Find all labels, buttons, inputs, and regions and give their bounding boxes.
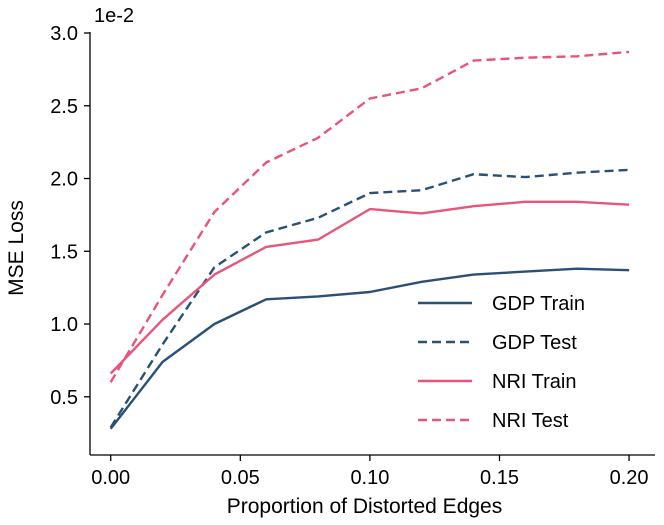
x-tick-label: 0.15	[480, 467, 519, 489]
axes	[89, 32, 655, 456]
series-nri-test	[109, 50, 630, 383]
y-tick-label: 3.0	[50, 23, 78, 45]
legend-label: NRI Test	[492, 410, 569, 432]
x-tick-label: 0.05	[221, 467, 260, 489]
legend: GDP Train GDP Test NRI Train NRI Test	[418, 293, 585, 432]
x-tick-label: 0.00	[91, 467, 130, 489]
y-tick-label: 2.0	[50, 169, 78, 191]
x-tick-label: 0.10	[350, 467, 389, 489]
series-lines	[109, 50, 630, 430]
x-axis-title: Proportion of Distorted Edges	[227, 495, 502, 518]
legend-label: GDP Test	[492, 332, 577, 354]
y-scale-label: 1e-2	[94, 5, 134, 27]
legend-label: NRI Train	[492, 371, 576, 393]
tick-marks: 0.5 1.0 1.5 2.0 2.5 3.0 0.00 0.05 0.10 0.15 0.20	[50, 23, 648, 489]
y-tick-label: 0.5	[50, 387, 78, 409]
series-nri-train	[109, 200, 630, 375]
legend-label: GDP Train	[492, 293, 585, 315]
series-gdp-test	[109, 168, 630, 429]
y-axis-title: MSE Loss	[5, 200, 28, 296]
series-gdp-train	[109, 267, 630, 430]
x-tick-label: 0.20	[610, 467, 649, 489]
y-tick-label: 2.5	[50, 96, 78, 118]
y-tick-label: 1.0	[50, 314, 78, 336]
y-tick-label: 1.5	[50, 241, 78, 263]
